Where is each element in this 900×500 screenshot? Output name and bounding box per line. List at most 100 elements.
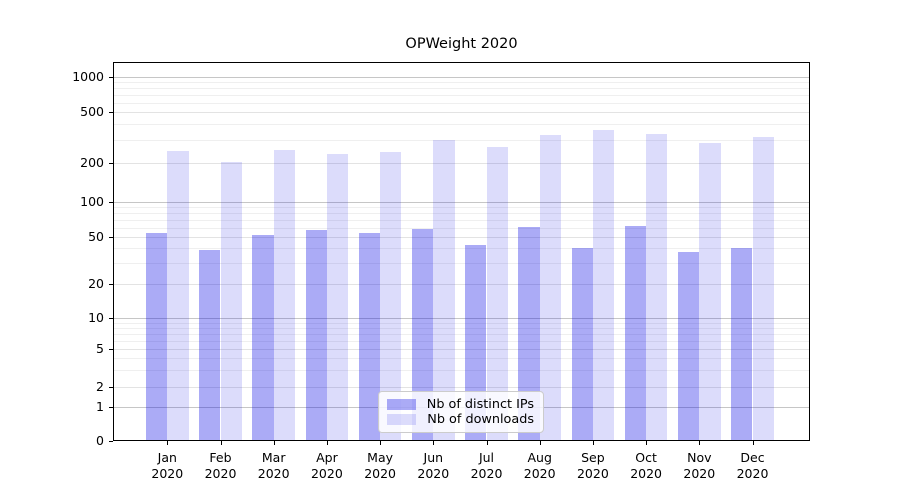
gridline-400 (114, 124, 809, 126)
x-tick-year: 2020 (257, 466, 290, 481)
y-tick-mark-100 (109, 202, 113, 204)
gridline-4 (114, 358, 809, 360)
bar-distinct-ips-nov (678, 252, 700, 441)
gridline-8 (114, 328, 809, 330)
bar-distinct-ips-dec (731, 248, 753, 441)
y-tick-mark-2 (109, 386, 113, 388)
x-tick-month: Oct (635, 450, 657, 465)
x-tick-mark-sep (592, 441, 595, 445)
x-tick-mark-jul (486, 441, 488, 445)
gridline-300 (114, 140, 809, 142)
x-tick-mark-jun (433, 441, 435, 445)
y-tick-label-500: 500 (80, 104, 104, 119)
x-tick-label-may: May 2020 (350, 450, 410, 482)
x-tick-month: Nov (687, 450, 712, 465)
bar-distinct-ips-mar (252, 235, 274, 441)
bar-downloads-feb (220, 161, 242, 441)
x-tick-mark-dec (752, 441, 754, 445)
x-tick-year: 2020 (576, 466, 609, 481)
bar-distinct-ips-oct (624, 226, 647, 441)
bar-distinct-ips-aug (518, 227, 540, 441)
gridline-5 (114, 349, 809, 350)
y-tick-mark-1 (109, 407, 113, 409)
legend: Nb of distinct IPs Nb of downloads (378, 391, 544, 433)
x-tick-mark-may (380, 441, 382, 445)
gridline-900 (114, 82, 809, 84)
legend-item-downloads: Nb of downloads (387, 412, 534, 427)
y-tick-mark-200 (109, 163, 113, 165)
x-tick-label-sep: Sep 2020 (563, 450, 623, 482)
x-tick-month: Apr (316, 450, 338, 465)
x-tick-year: 2020 (470, 466, 503, 481)
y-tick-mark-50 (109, 237, 113, 239)
legend-item-distinct-ips: Nb of distinct IPs (387, 397, 534, 412)
x-tick-month: Sep (581, 450, 605, 465)
y-tick-mark-5 (109, 349, 113, 351)
x-tick-mark-apr (326, 441, 329, 445)
y-tick-label-20: 20 (88, 276, 104, 291)
x-tick-label-apr: Apr 2020 (297, 450, 357, 482)
x-tick-mark-oct (646, 441, 648, 445)
x-tick-label-oct: Oct 2020 (616, 450, 676, 482)
legend-swatch-distinct-ips (387, 399, 416, 410)
y-tick-label-50: 50 (88, 229, 104, 244)
x-tick-month: Feb (209, 450, 232, 465)
bar-downloads-apr (326, 154, 349, 441)
gridline-2 (114, 386, 809, 388)
legend-swatch-downloads (387, 414, 416, 425)
x-tick-year: 2020 (364, 466, 396, 481)
gridline-70 (114, 220, 809, 221)
gridline-10 (114, 318, 809, 320)
y-tick-label-10: 10 (88, 310, 104, 326)
y-tick-mark-500 (109, 112, 113, 114)
x-tick-label-jul: Jul 2020 (457, 450, 517, 482)
gridline-80 (114, 213, 809, 215)
bar-downloads-jun (433, 139, 455, 441)
gridline-50 (114, 237, 809, 238)
gridline-700 (114, 95, 809, 96)
x-tick-year: 2020 (204, 466, 237, 481)
bar-downloads-may (380, 151, 402, 441)
bar-downloads-mar (273, 149, 295, 441)
x-tick-label-feb: Feb 2020 (191, 450, 251, 482)
x-tick-mark-feb (220, 441, 222, 445)
bar-downloads-sep (592, 130, 615, 441)
gridline-6 (114, 340, 809, 342)
gridline-800 (114, 88, 809, 90)
y-tick-mark-1000 (109, 77, 113, 79)
chart-title: OPWeight 2020 (405, 36, 518, 52)
gridline-1000 (114, 77, 809, 78)
y-tick-label-1: 1 (96, 399, 104, 415)
bar-downloads-dec (752, 136, 774, 441)
y-tick-label-5: 5 (96, 341, 104, 356)
x-tick-label-nov: Nov 2020 (669, 450, 729, 482)
bar-distinct-ips-jan (146, 233, 168, 441)
x-tick-year: 2020 (417, 466, 450, 481)
y-tick-mark-0 (109, 441, 113, 443)
x-tick-month: Jul (478, 450, 495, 465)
x-tick-year: 2020 (683, 466, 716, 481)
x-tick-year: 2020 (736, 466, 769, 481)
gridline-60 (114, 227, 809, 229)
x-tick-year: 2020 (630, 466, 662, 481)
x-tick-month: Jun (423, 450, 444, 465)
x-tick-month: May (367, 450, 394, 465)
bar-distinct-ips-jun (412, 228, 434, 441)
x-tick-label-aug: Aug 2020 (510, 450, 570, 482)
bar-downloads-oct (646, 134, 668, 441)
y-tick-mark-20 (109, 284, 113, 286)
x-tick-month: Dec (740, 450, 765, 465)
legend-label: Nb of downloads (427, 412, 534, 427)
x-tick-mark-mar (273, 441, 275, 445)
bar-distinct-ips-apr (305, 229, 327, 441)
y-tick-label-200: 200 (80, 155, 104, 170)
x-tick-label-mar: Mar 2020 (244, 450, 304, 482)
x-tick-month: Aug (527, 450, 552, 465)
x-tick-label-jan: Jan 2020 (137, 450, 197, 482)
x-tick-year: 2020 (151, 466, 184, 481)
bar-downloads-aug (539, 135, 561, 441)
bar-distinct-ips-may (358, 233, 381, 441)
gridline-100 (114, 202, 809, 203)
gridline-7 (114, 334, 809, 336)
